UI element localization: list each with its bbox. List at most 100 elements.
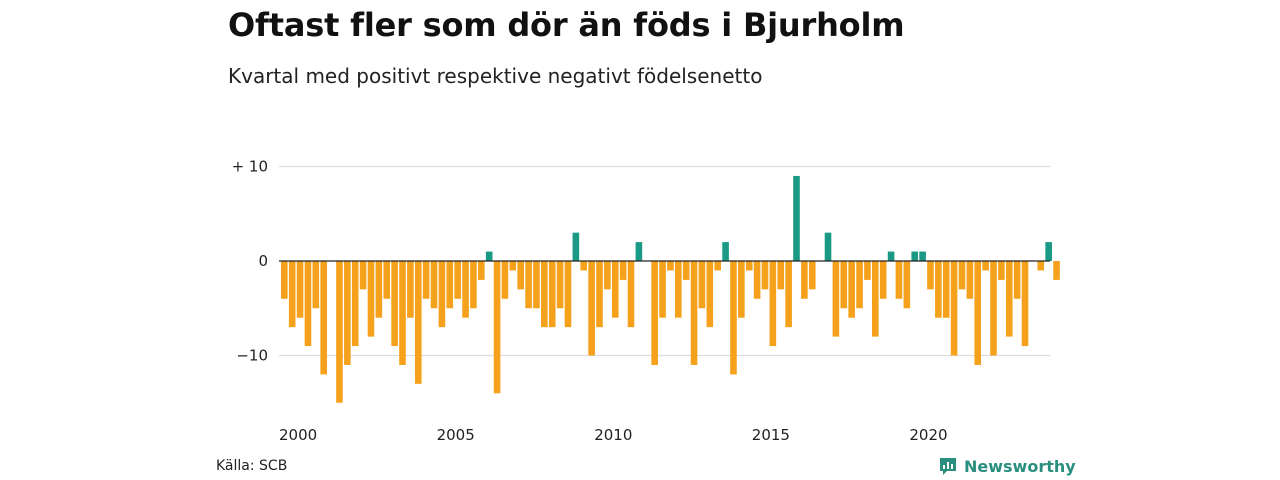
bar (509, 261, 517, 271)
bar (619, 261, 627, 280)
bar (430, 261, 438, 309)
bar (391, 261, 398, 347)
bar (604, 261, 611, 290)
bar (722, 242, 729, 261)
bar (714, 261, 721, 271)
bar-chart: + 10 0 −10 2000 2005 2010 2015 2020 (232, 158, 1060, 444)
bar (659, 261, 666, 318)
y-tick-label: −10 (236, 347, 268, 365)
bar (966, 261, 974, 299)
bar (761, 261, 769, 290)
bar (793, 175, 800, 261)
bar (344, 261, 351, 365)
bar (730, 261, 737, 375)
bar (501, 261, 509, 299)
bar (895, 261, 903, 299)
bar (919, 251, 926, 261)
bar (990, 261, 997, 356)
gridlines (279, 165, 1050, 357)
bar (493, 261, 501, 394)
bar (588, 261, 595, 356)
bar (320, 261, 327, 375)
y-tick-label: 0 (258, 252, 268, 270)
bar (753, 261, 761, 299)
bar (383, 261, 391, 299)
bar (367, 261, 375, 337)
bar (927, 261, 934, 290)
bar (745, 261, 753, 271)
newsworthy-logo-icon (940, 458, 956, 475)
bar (627, 261, 635, 328)
bar (422, 261, 430, 299)
bar (470, 261, 477, 309)
bar (438, 261, 446, 328)
bar (1045, 242, 1052, 261)
x-tick-label: 2000 (279, 426, 317, 444)
bar (454, 261, 461, 299)
bar (864, 261, 871, 280)
bar (635, 242, 643, 261)
bar (525, 261, 532, 309)
axes: + 10 0 −10 2000 2005 2010 2015 2020 (232, 158, 1050, 444)
bar (682, 261, 690, 280)
bar (517, 261, 524, 290)
bar (572, 232, 580, 261)
bar (580, 261, 588, 271)
chart-subtitle: Kvartal med positivt respektive negativt… (228, 64, 763, 88)
bar (777, 261, 785, 290)
chart-title: Oftast fler som dör än föds i Bjurholm (228, 6, 905, 44)
bar (872, 261, 879, 337)
bar (690, 261, 698, 365)
bar (832, 261, 840, 337)
bar (336, 261, 343, 403)
bar (667, 261, 674, 271)
bar (351, 261, 359, 347)
bar (911, 251, 918, 261)
x-tick-label: 2015 (752, 426, 790, 444)
bar (596, 261, 603, 328)
bar (887, 251, 895, 261)
bar (698, 261, 706, 309)
y-tick-label: + 10 (232, 158, 268, 176)
bar (533, 261, 540, 309)
bar (296, 261, 304, 318)
bar (359, 261, 367, 290)
bar (611, 261, 619, 318)
bar (1021, 261, 1029, 347)
bar (675, 261, 682, 318)
bar (478, 261, 485, 280)
bar (556, 261, 564, 309)
bar (942, 261, 950, 318)
bar (808, 261, 816, 290)
bar (840, 261, 848, 309)
bar (950, 261, 958, 356)
bar (281, 261, 288, 299)
bar (848, 261, 855, 318)
bar (738, 261, 745, 318)
bar (974, 261, 982, 365)
bar (446, 261, 454, 309)
bar (903, 261, 911, 309)
x-tick-label: 2020 (909, 426, 947, 444)
bar (414, 261, 422, 384)
x-tick-label: 2005 (437, 426, 475, 444)
bar (982, 261, 989, 271)
bar (548, 261, 556, 328)
bar (706, 261, 714, 328)
bar (304, 261, 312, 347)
bar (564, 261, 572, 328)
bar (375, 261, 383, 318)
bar (801, 261, 808, 299)
bar (785, 261, 792, 328)
bar (1005, 261, 1013, 337)
bar (998, 261, 1005, 280)
bar (462, 261, 469, 318)
bar (541, 261, 548, 328)
x-tick-label: 2010 (594, 426, 632, 444)
bars (281, 175, 1060, 403)
bar (407, 261, 414, 318)
bar (879, 261, 887, 299)
bar (312, 261, 320, 309)
bar (769, 261, 777, 347)
brand-name: Newsworthy (964, 456, 1076, 476)
